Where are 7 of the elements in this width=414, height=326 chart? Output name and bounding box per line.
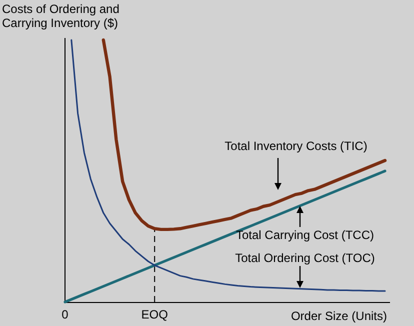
y-axis-title: Costs of Ordering and Carrying Inventory ($) <box>2 2 120 30</box>
x-tick-label: EOQ <box>141 308 168 322</box>
x-tick-label: 0 <box>62 308 69 322</box>
annotation: Total Inventory Costs (TIC) <box>224 139 368 153</box>
annotation: Total Carrying Cost (TCC) <box>236 228 374 242</box>
annotation: Total Ordering Cost (TOC) <box>235 251 375 265</box>
x-axis-title: Order Size (Units) <box>290 309 387 323</box>
